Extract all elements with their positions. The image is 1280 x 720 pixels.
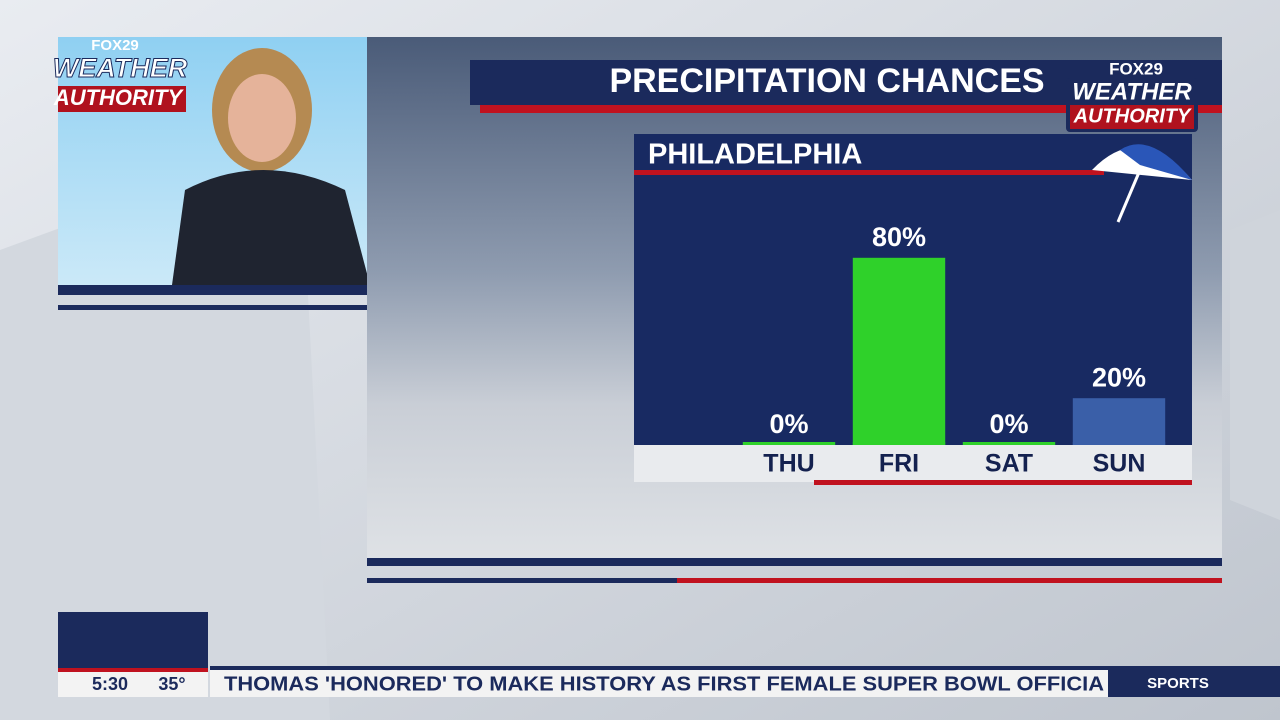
subtitle-underline (634, 170, 1104, 175)
category-band (634, 445, 1192, 482)
logo-band (1070, 105, 1194, 129)
ticker-bar (210, 670, 1110, 697)
logo-network: FOX29 (1109, 59, 1163, 78)
ticker-section: SPORTS (1147, 675, 1209, 692)
temperature: 35° (158, 674, 185, 694)
value-label: 0% (989, 409, 1028, 439)
inset-stripe (58, 305, 368, 310)
logo-band (58, 86, 186, 112)
bar-base (742, 442, 836, 445)
panel-stripe (367, 558, 1222, 566)
chart-title: PRECIPITATION CHANCES (609, 62, 1044, 100)
category-underline (814, 480, 1192, 485)
station-logo (58, 612, 208, 668)
panel-stripe (367, 578, 677, 583)
logo-network: FOX29 (91, 37, 139, 54)
panel-stripe (677, 578, 1222, 583)
x-tick-label: SAT (985, 450, 1033, 478)
bar (1072, 398, 1166, 445)
x-tick-label: FRI (879, 450, 919, 478)
value-label: 20% (1092, 362, 1146, 392)
inset-logo: FOX29 WEATHER AUTHORITY (52, 37, 188, 112)
ticker-stripe (210, 666, 1280, 670)
logo-line1: WEATHER (1072, 78, 1192, 105)
logo-line2: AUTHORITY (1073, 105, 1192, 127)
x-tick-label: THU (763, 450, 814, 478)
time-box (58, 672, 208, 697)
bar-base (962, 442, 1056, 445)
section-box (1108, 670, 1280, 697)
time: 5:30 (92, 674, 128, 694)
station-logo-stripe (58, 668, 208, 672)
inset-bar (58, 285, 461, 295)
ticker-headline: THOMAS 'HONORED' TO MAKE HISTORY AS FIRS… (224, 673, 1104, 695)
umbrella-icon (1092, 144, 1192, 223)
presenter-face (228, 74, 296, 162)
logo-line1: WEATHER (53, 53, 188, 83)
chart-subtitle: PHILADELPHIA (648, 139, 862, 171)
bar-base (852, 442, 946, 445)
logo-line2: AUTHORITY (53, 85, 185, 110)
x-tick-label: SUN (1093, 450, 1146, 478)
value-label: 0% (769, 409, 808, 439)
presenter-body (172, 170, 370, 285)
bar-base (1072, 442, 1166, 445)
bg-shape (1230, 210, 1280, 520)
bar (852, 257, 946, 445)
value-label: 80% (872, 222, 926, 252)
title-underline (480, 105, 1222, 113)
panel-logo: FOX29 WEATHER AUTHORITY (1066, 59, 1198, 132)
